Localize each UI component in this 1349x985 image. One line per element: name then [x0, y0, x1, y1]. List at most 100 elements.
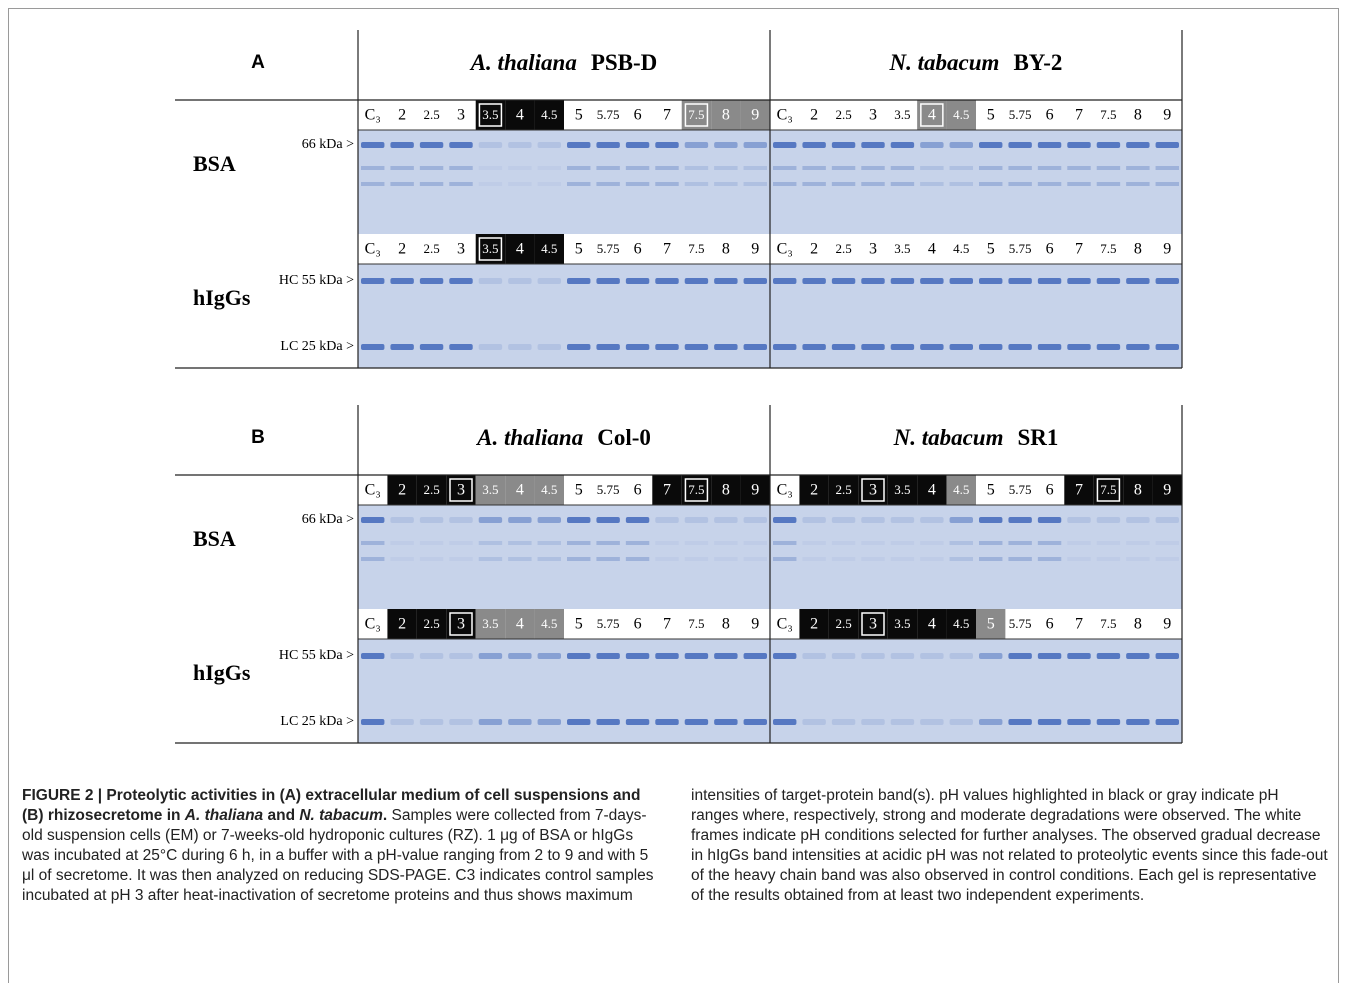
band: [538, 517, 561, 523]
band: [802, 557, 825, 561]
band: [1126, 653, 1149, 659]
band: [714, 166, 737, 170]
band: [1156, 142, 1179, 148]
band: [596, 278, 619, 284]
band: [802, 182, 825, 186]
band: [773, 517, 796, 523]
band: [361, 541, 384, 545]
band: [361, 719, 384, 725]
band: [449, 142, 472, 148]
band: [390, 344, 413, 350]
lane-label: 3: [457, 616, 465, 633]
lane-label: 4.5: [541, 107, 557, 122]
band: [1038, 719, 1061, 725]
band: [626, 166, 649, 170]
band: [891, 142, 914, 148]
band: [832, 541, 855, 545]
lane-label: 3.5: [894, 241, 910, 256]
lane-label: 8: [722, 107, 730, 124]
band: [920, 517, 943, 523]
band: [1008, 182, 1031, 186]
lane-label: 5: [987, 107, 995, 124]
band: [920, 557, 943, 561]
lane-label: 7: [663, 616, 671, 633]
band: [479, 142, 502, 148]
band: [773, 653, 796, 659]
band: [361, 344, 384, 350]
band: [832, 278, 855, 284]
band: [832, 166, 855, 170]
lane-label: 4: [928, 107, 936, 124]
band: [390, 166, 413, 170]
band: [1067, 541, 1090, 545]
lane-label: 3.5: [482, 241, 498, 256]
band: [567, 719, 590, 725]
marker-label: HC 55 kDa >: [279, 273, 354, 288]
lane-label: 2: [810, 616, 818, 633]
band: [479, 278, 502, 284]
lane-label: 2: [398, 241, 406, 258]
lane-label: 6: [634, 241, 642, 258]
lane-label: 2.5: [835, 616, 851, 631]
band: [950, 557, 973, 561]
band: [655, 517, 678, 523]
band: [714, 278, 737, 284]
band: [920, 653, 943, 659]
lane-label: 7.5: [688, 616, 704, 631]
band: [508, 166, 531, 170]
lane-label: 9: [1163, 482, 1171, 499]
band: [773, 719, 796, 725]
band: [950, 142, 973, 148]
band: [744, 182, 767, 186]
species: A. thaliana: [475, 425, 583, 450]
protein-label: BSA: [193, 151, 236, 176]
band: [802, 719, 825, 725]
species: N. tabacum: [889, 50, 1000, 75]
lane-label: 3.5: [482, 616, 498, 631]
band: [1156, 517, 1179, 523]
band: [508, 344, 531, 350]
band: [479, 557, 502, 561]
band: [861, 557, 884, 561]
lane-label: C₃: [777, 482, 793, 499]
band: [626, 517, 649, 523]
figure: AA. thalianaPSB-DN. tabacumBY-2BSA66 kDa…: [0, 0, 1349, 780]
band: [390, 719, 413, 725]
lane-label: 4.5: [953, 616, 969, 631]
band: [744, 278, 767, 284]
band: [626, 182, 649, 186]
lane-label: 3: [869, 482, 877, 499]
protein-label: hIgGs: [193, 660, 251, 685]
band: [361, 166, 384, 170]
lane-label: 4: [516, 616, 524, 633]
band: [861, 541, 884, 545]
band: [773, 142, 796, 148]
lane-label: 5.75: [1009, 616, 1032, 631]
band: [449, 541, 472, 545]
band: [979, 541, 1002, 545]
protein-label: hIgGs: [193, 285, 251, 310]
band: [802, 344, 825, 350]
band: [1097, 142, 1120, 148]
band: [1067, 142, 1090, 148]
band: [655, 182, 678, 186]
band: [744, 142, 767, 148]
band: [979, 166, 1002, 170]
band: [685, 517, 708, 523]
lane-label: 2: [398, 482, 406, 499]
marker-label: LC 25 kDa >: [280, 339, 354, 354]
band: [420, 344, 443, 350]
band: [479, 344, 502, 350]
band: [538, 344, 561, 350]
marker-label: 66 kDa >: [302, 512, 354, 527]
band: [773, 166, 796, 170]
lane-label: 3.5: [482, 482, 498, 497]
lane-label: 5: [575, 241, 583, 258]
gel: [358, 130, 770, 234]
protein-label: BSA: [193, 526, 236, 551]
lane-label: 5.75: [597, 616, 620, 631]
lane-label: 8: [1134, 482, 1142, 499]
lane-label: 5.75: [1009, 107, 1032, 122]
band: [714, 142, 737, 148]
band: [1008, 278, 1031, 284]
